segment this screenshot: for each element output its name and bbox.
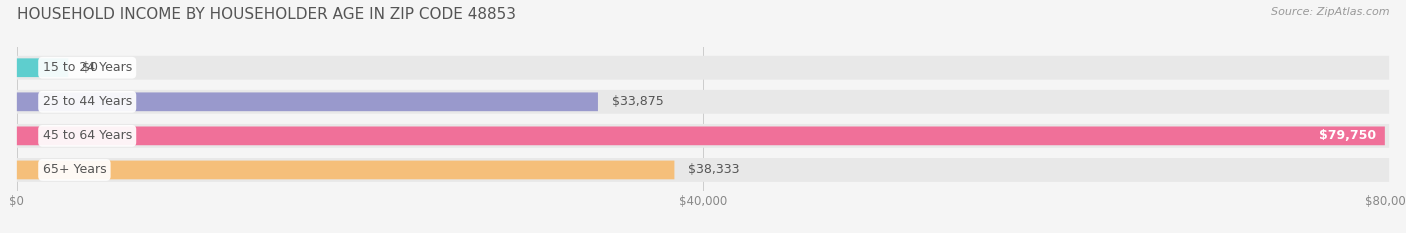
Text: $33,875: $33,875 [612, 95, 664, 108]
Text: Source: ZipAtlas.com: Source: ZipAtlas.com [1271, 7, 1389, 17]
FancyBboxPatch shape [17, 58, 69, 77]
Text: $38,333: $38,333 [688, 163, 740, 176]
FancyBboxPatch shape [17, 124, 1389, 148]
Text: 25 to 44 Years: 25 to 44 Years [42, 95, 132, 108]
Text: 45 to 64 Years: 45 to 64 Years [42, 129, 132, 142]
FancyBboxPatch shape [17, 158, 1389, 182]
FancyBboxPatch shape [17, 161, 675, 179]
Text: HOUSEHOLD INCOME BY HOUSEHOLDER AGE IN ZIP CODE 48853: HOUSEHOLD INCOME BY HOUSEHOLDER AGE IN Z… [17, 7, 516, 22]
Text: $79,750: $79,750 [1319, 129, 1376, 142]
Text: 15 to 24 Years: 15 to 24 Years [42, 61, 132, 74]
FancyBboxPatch shape [17, 93, 598, 111]
FancyBboxPatch shape [17, 56, 1389, 80]
FancyBboxPatch shape [17, 127, 1385, 145]
FancyBboxPatch shape [17, 90, 1389, 114]
Text: $0: $0 [82, 61, 98, 74]
Text: 65+ Years: 65+ Years [42, 163, 107, 176]
